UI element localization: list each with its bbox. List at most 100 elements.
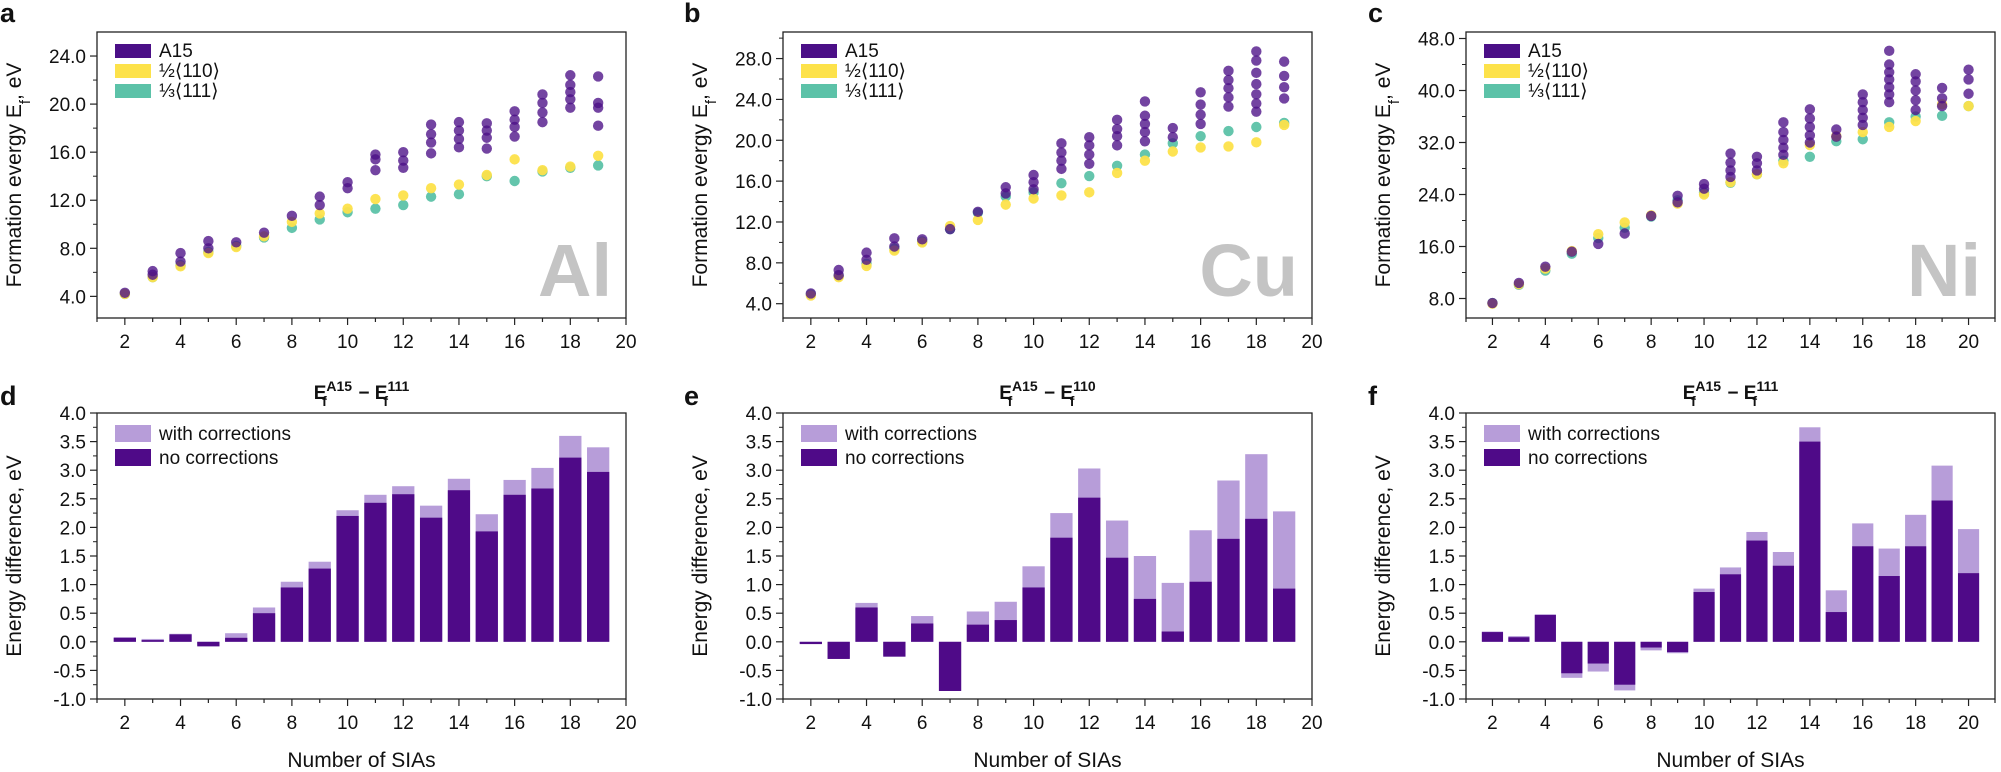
bar-no-corrections (1078, 497, 1101, 642)
data-point (1251, 121, 1262, 133)
data-point (537, 164, 548, 176)
element-label: Al (538, 229, 612, 312)
data-point (481, 118, 492, 129)
data-point (1223, 92, 1234, 103)
data-point (425, 191, 437, 202)
panel-letter: e (684, 381, 699, 411)
data-point (592, 160, 604, 171)
y-tick-label: 16.0 (49, 143, 86, 164)
data-point (1111, 123, 1123, 135)
data-point (565, 161, 576, 172)
data-point (592, 150, 604, 161)
x-axis-label: Number of SIAs (1656, 749, 1804, 772)
bar-no-corrections (1799, 441, 1821, 642)
legend-label: with corrections (158, 424, 291, 445)
data-point (1084, 149, 1095, 160)
data-point (972, 206, 984, 217)
y-axis-label: Formation evergy Ef, eV (3, 63, 34, 288)
bar-no-corrections (827, 641, 850, 659)
x-tick-label: 10 (1693, 713, 1714, 734)
bar-no-corrections (419, 517, 443, 642)
data-point (509, 175, 520, 187)
data-point (453, 125, 465, 136)
data-point (1963, 100, 1974, 112)
data-point (1251, 98, 1262, 109)
bar-no-corrections (531, 488, 554, 642)
data-point (1167, 132, 1178, 143)
x-tick-label: 14 (1799, 713, 1821, 734)
data-point (1223, 141, 1234, 152)
data-point (453, 179, 465, 190)
data-point (398, 199, 409, 211)
data-point (1963, 88, 1974, 99)
data-point (1056, 155, 1067, 166)
bar-no-corrections (994, 620, 1017, 642)
data-point (1831, 124, 1842, 135)
x-tick-label: 16 (1852, 713, 1873, 734)
data-point (1111, 167, 1123, 179)
y-tick-label: -0.5 (739, 661, 772, 682)
x-tick-label: 6 (1593, 713, 1604, 734)
data-point (314, 199, 325, 211)
data-point (1056, 163, 1067, 175)
data-point (147, 265, 158, 277)
y-tick-label: 24.0 (735, 90, 772, 111)
data-point (1251, 78, 1262, 90)
data-point (1028, 193, 1039, 204)
bar-no-corrections (225, 637, 248, 642)
bar-no-corrections (1614, 641, 1636, 685)
y-tick-label: 4.0 (746, 404, 772, 425)
data-point (1884, 121, 1895, 133)
legend-swatch (115, 44, 151, 58)
data-point (1028, 169, 1039, 181)
x-tick-label: 6 (917, 713, 928, 734)
data-point (1540, 261, 1551, 272)
data-point (861, 247, 872, 258)
data-point (1910, 76, 1921, 87)
x-tick-label: 16 (504, 713, 525, 734)
data-point (286, 210, 298, 222)
x-tick-label: 2 (806, 332, 817, 353)
data-point (917, 234, 928, 245)
x-tick-label: 12 (1079, 713, 1100, 734)
data-point (231, 237, 242, 248)
data-point (509, 154, 520, 165)
bar-no-corrections (447, 490, 471, 642)
x-tick-label: 14 (1134, 332, 1156, 353)
x-tick-label: 16 (1190, 332, 1211, 353)
data-point (1251, 106, 1262, 117)
bar-no-corrections (252, 613, 276, 642)
data-point (1963, 74, 1974, 85)
data-point (1278, 70, 1290, 82)
x-tick-label: 16 (504, 332, 525, 353)
x-axis-label: Number of SIAs (973, 749, 1121, 772)
data-point (119, 287, 131, 298)
panel-d: d 2 4 6 8 10 12 14 16 18 20 -1.0 -0.5 0.0 0.5 1.0 1.5 2.0… (0, 378, 637, 772)
data-point (1056, 147, 1067, 158)
data-point (1056, 138, 1067, 149)
y-tick-label: 3.5 (60, 433, 86, 454)
panel-letter: a (0, 0, 16, 28)
x-tick-label: 16 (1190, 713, 1211, 734)
y-tick-label: 48.0 (1418, 30, 1455, 51)
bar-no-corrections (169, 634, 192, 642)
bar-no-corrections (1825, 612, 1847, 642)
bar-no-corrections (1050, 537, 1073, 642)
y-tick-label: 0.0 (1429, 633, 1455, 654)
data-point (1111, 160, 1123, 172)
data-point (1139, 96, 1151, 107)
y-tick-label: 1.5 (60, 547, 86, 568)
y-axis-label: Energy difference, eV (1372, 455, 1395, 657)
bar-no-corrections (336, 515, 359, 642)
panel-letter: f (1368, 381, 1378, 411)
y-tick-label: 0.0 (746, 633, 772, 654)
data-point (1884, 74, 1895, 85)
bar-no-corrections (1772, 565, 1794, 642)
bar-no-corrections (855, 607, 878, 642)
legend-swatch (801, 425, 837, 442)
data-point (1963, 64, 1974, 75)
data-point (1884, 82, 1895, 93)
data-point (1725, 157, 1736, 168)
y-tick-label: 0.0 (60, 633, 86, 654)
panel-a: a 2 4 6 8 10 12 14 16 18 20 4.0 8.0 12.0 16.0 20.0 24.0 F… (0, 0, 637, 353)
